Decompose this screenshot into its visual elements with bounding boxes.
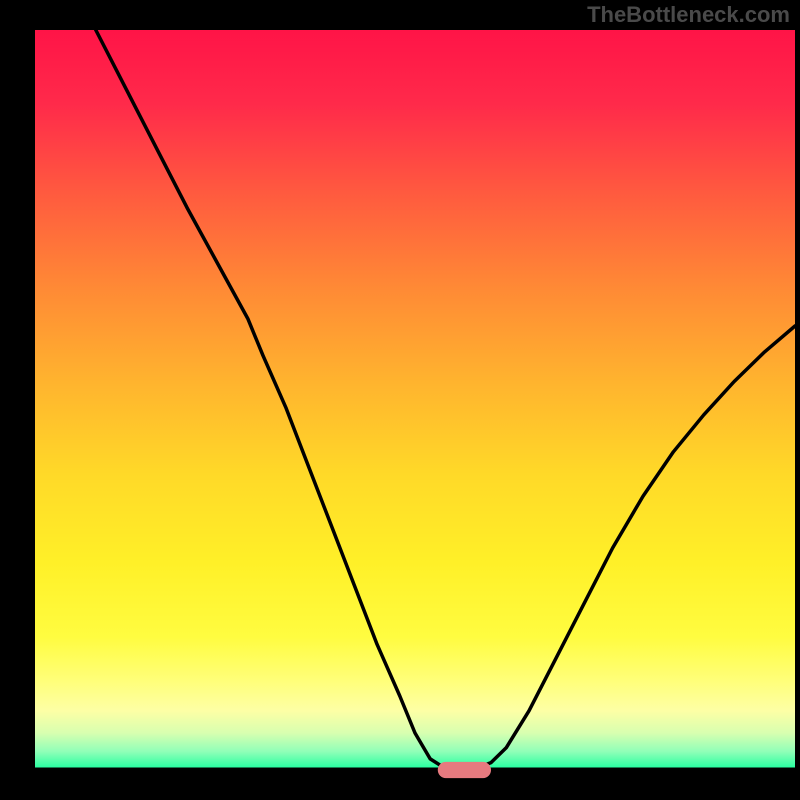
bottleneck-chart (0, 0, 800, 800)
optimal-marker (438, 762, 491, 778)
watermark-text: TheBottleneck.com (587, 2, 790, 28)
chart-background (35, 30, 795, 770)
